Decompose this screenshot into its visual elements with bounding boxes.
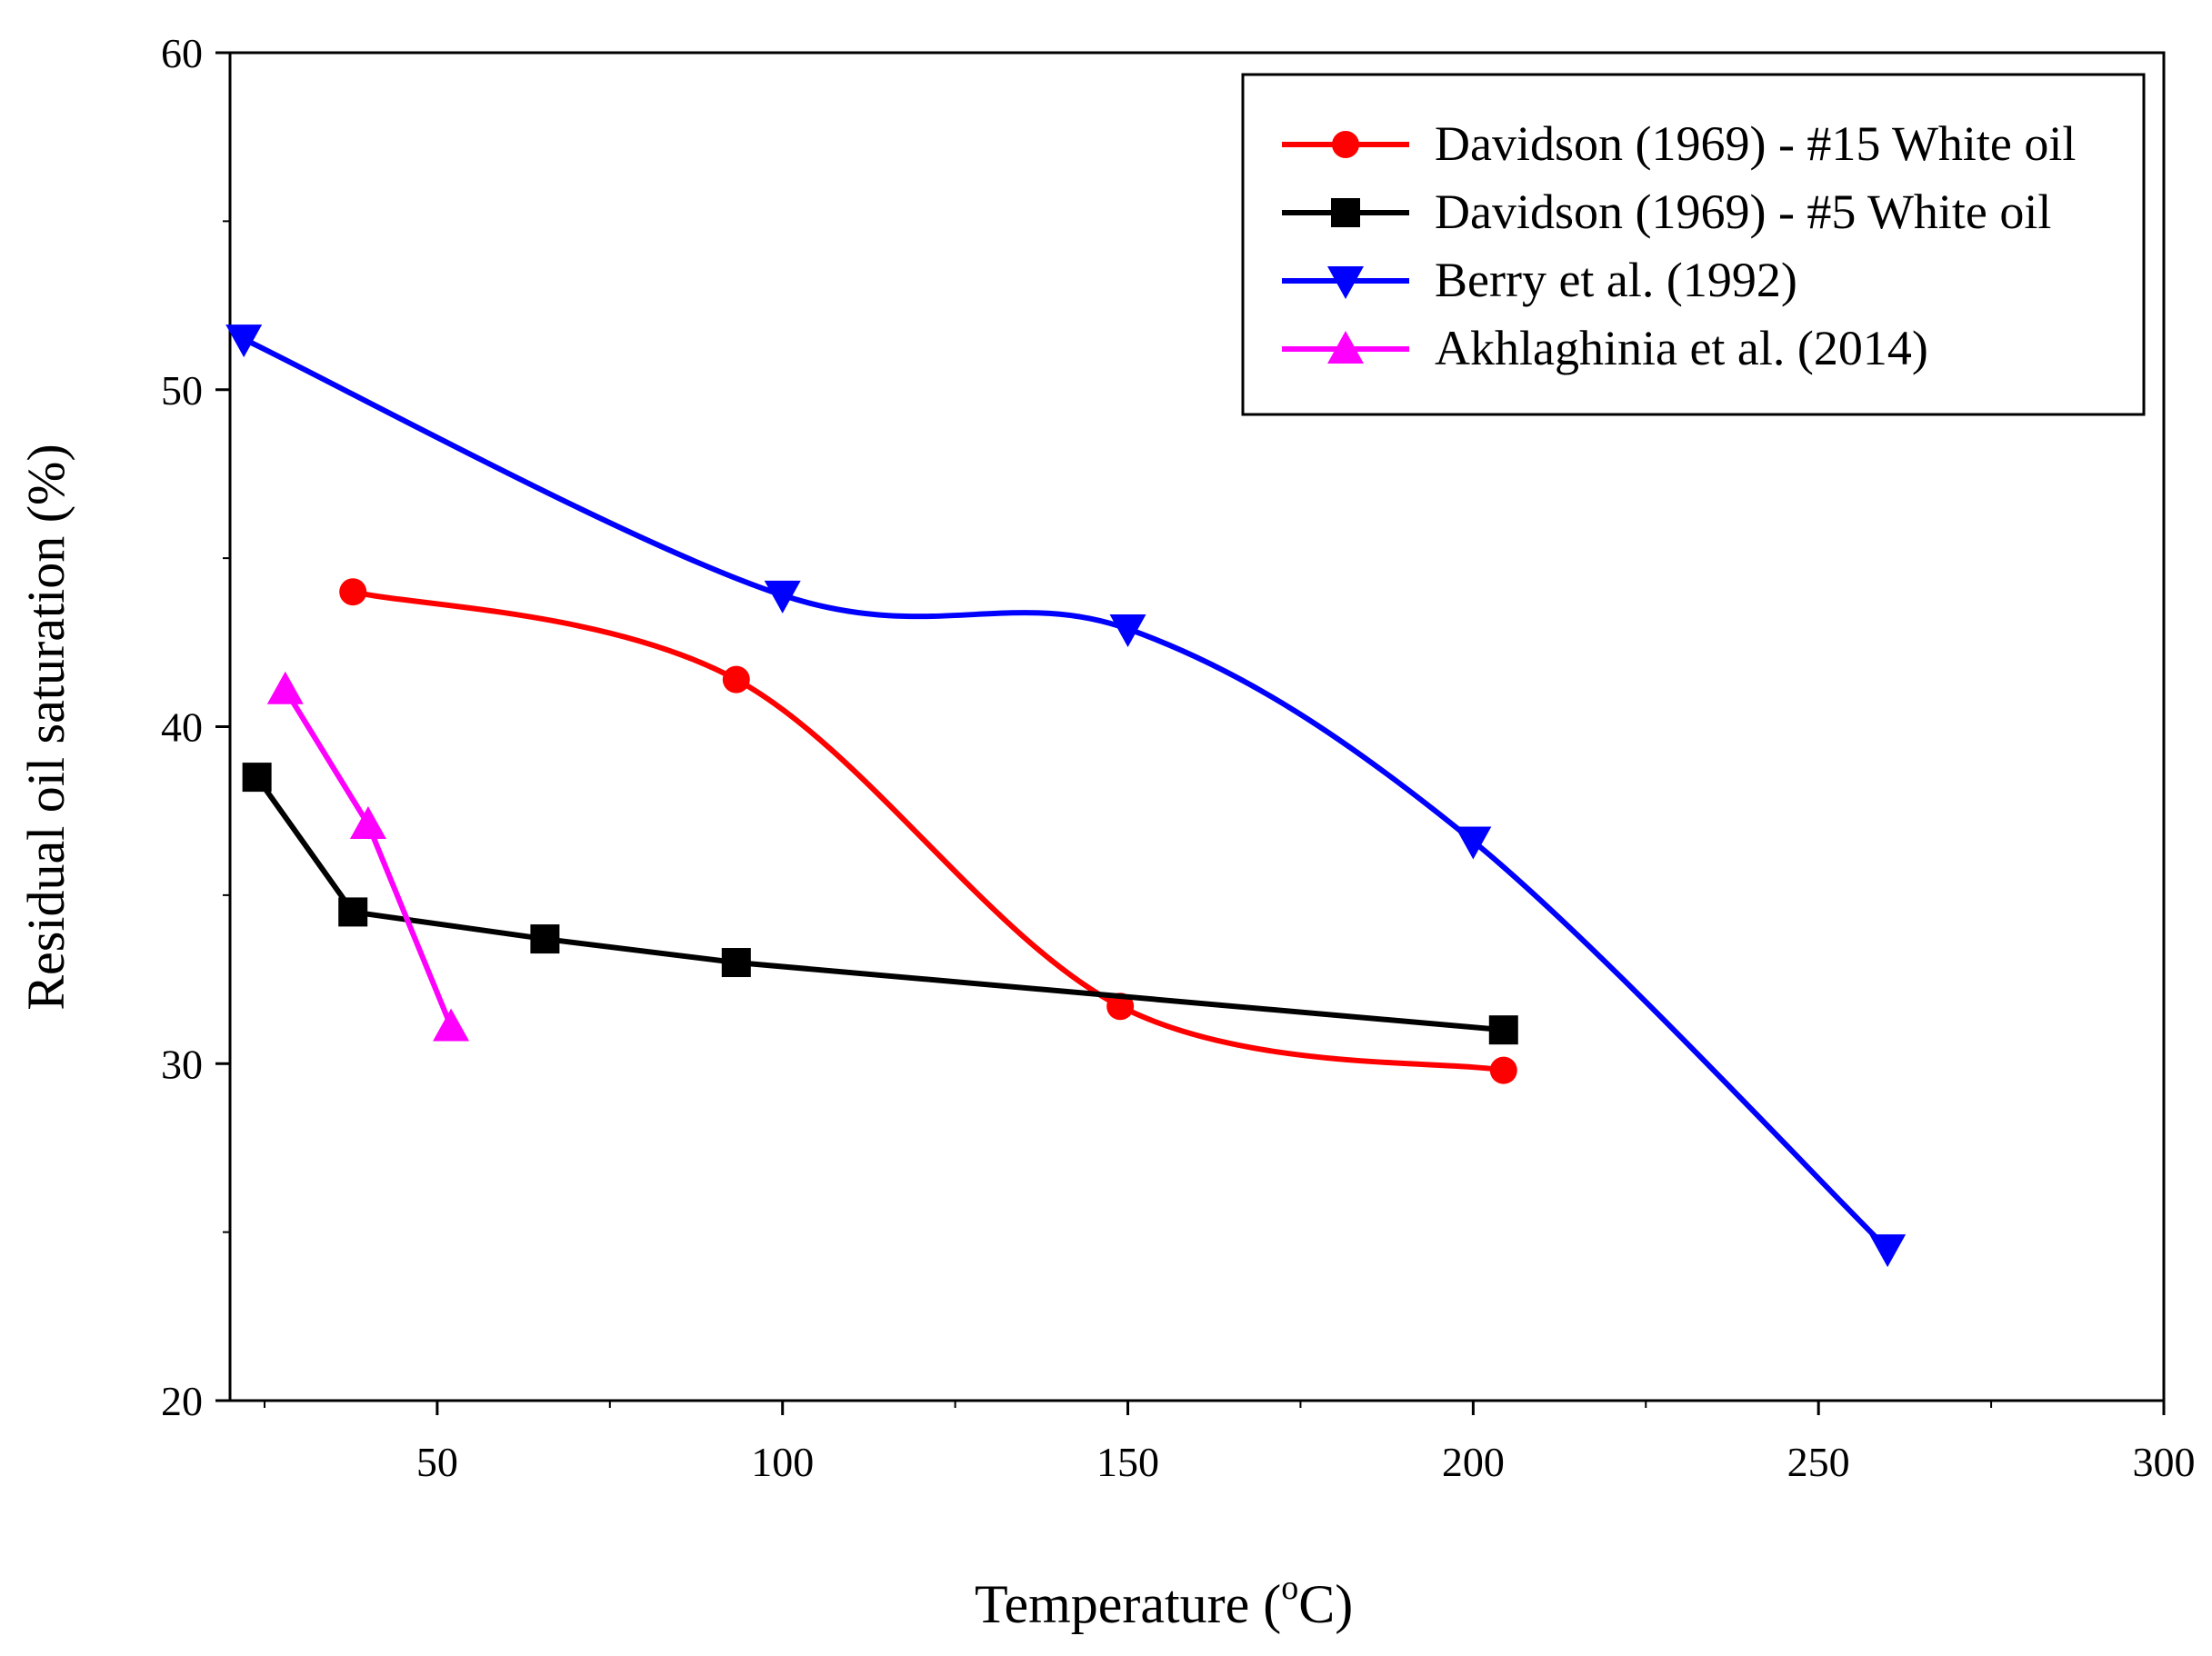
x-tick-label: 300 <box>2133 1439 2196 1485</box>
data-point <box>530 924 560 954</box>
data-point <box>764 580 801 614</box>
series-layer <box>225 324 1907 1268</box>
legend-label: Davidson (1969) - #5 White oil <box>1435 185 2051 239</box>
data-point <box>349 806 386 840</box>
x-axis-label: Temperature (oC) <box>975 1569 1353 1634</box>
legend-entry-1: Davidson (1969) - #15 White oil <box>1282 116 2076 171</box>
x-tick-label: 50 <box>416 1439 458 1485</box>
legend-marker <box>1331 198 1360 227</box>
x-axis-label-main: Temperature ( <box>975 1574 1281 1634</box>
data-point <box>1869 1234 1907 1268</box>
y-axis: 20 30 40 50 60 <box>161 30 230 1424</box>
x-axis: 50 100 150 200 250 300 <box>263 1401 2196 1485</box>
y-axis-label: Residual oil saturation (%) <box>16 444 75 1010</box>
y-tick-label: 50 <box>161 367 203 414</box>
legend-entry-4: Akhlaghinia et al. (2014) <box>1282 321 1928 375</box>
data-point <box>433 1008 470 1042</box>
data-point <box>242 763 272 793</box>
legend: Davidson (1969) - #15 White oil Davidson … <box>1241 73 2146 416</box>
legend-marker <box>1327 266 1364 299</box>
data-point <box>266 671 304 704</box>
legend-entry-2: Davidson (1969) - #5 White oil <box>1282 185 2051 239</box>
data-point <box>339 578 367 606</box>
legend-entry-3: Berry et al. (1992) <box>1282 253 1797 307</box>
x-axis-label-tail: C) <box>1298 1574 1353 1634</box>
series-2 <box>242 763 1518 1045</box>
x-tick-label: 200 <box>1442 1439 1505 1485</box>
data-point <box>1488 1015 1518 1045</box>
legend-label: Berry et al. (1992) <box>1435 253 1797 307</box>
data-point <box>722 665 750 693</box>
legend-label: Davidson (1969) - #15 White oil <box>1435 116 2076 171</box>
data-point <box>225 324 263 358</box>
legend-marker <box>1332 131 1359 158</box>
y-tick-label: 30 <box>161 1041 203 1087</box>
series-line <box>255 775 1505 1033</box>
series-1 <box>339 578 1517 1084</box>
series-line <box>283 688 454 1028</box>
data-point <box>721 948 751 978</box>
x-tick-label: 150 <box>1096 1439 1159 1485</box>
series-line <box>352 589 1505 1073</box>
series-3 <box>225 324 1907 1268</box>
legend-label: Akhlaghinia et al. (2014) <box>1435 321 1928 375</box>
data-point <box>1489 1056 1517 1084</box>
data-point <box>338 897 368 927</box>
x-tick-label: 250 <box>1787 1439 1850 1485</box>
x-axis-label-superscript: o <box>1281 1569 1298 1607</box>
series-4 <box>266 671 470 1042</box>
y-tick-label: 60 <box>161 30 203 76</box>
x-tick-label: 100 <box>751 1439 814 1485</box>
legend-marker <box>1327 331 1364 364</box>
data-point <box>1109 614 1146 647</box>
y-tick-label: 40 <box>161 704 203 751</box>
y-tick-label: 20 <box>161 1378 203 1424</box>
data-point <box>1455 826 1492 860</box>
legend-box <box>1241 73 2146 416</box>
series-line <box>242 336 1890 1252</box>
